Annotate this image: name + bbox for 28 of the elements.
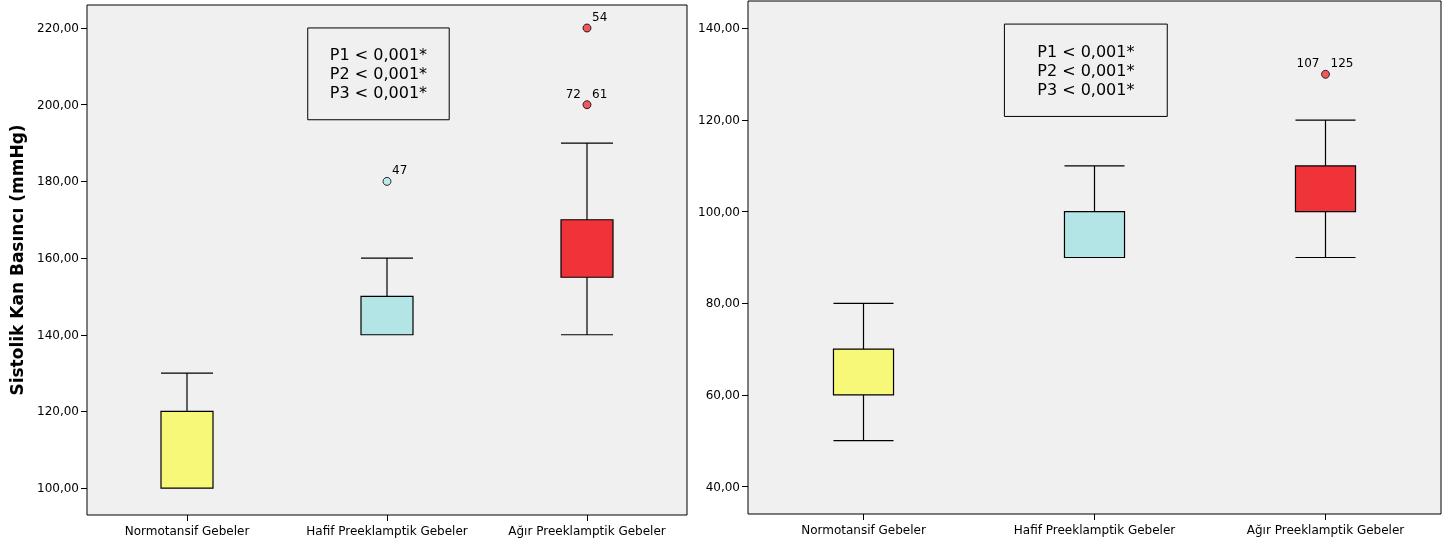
annotation: 125	[1330, 56, 1354, 71]
y-tick-label: 160,00	[37, 251, 79, 266]
y-tick-label: 140,00	[698, 21, 740, 36]
annotation: 54	[592, 10, 608, 25]
y-tick-label: 120,00	[698, 113, 740, 128]
annotation: 61	[592, 86, 608, 101]
annotation: 72	[565, 86, 581, 101]
x-tick-label: Normotansif Gebeler	[124, 524, 250, 538]
x-tick-label: Hafif Preeklamptik Gebeler	[306, 524, 468, 538]
annotation: 107	[1296, 56, 1320, 71]
x-tick-label: Ağır Preeklamptik Gebeler	[508, 524, 666, 538]
y-tick-label: 140,00	[37, 327, 79, 342]
y-tick-label: 200,00	[37, 97, 79, 112]
y-tick-label: 100,00	[37, 481, 79, 496]
y-tick-label: 220,00	[37, 21, 79, 36]
y-axis-title: Sistolik Kan Basıncı (mmHg)	[6, 124, 27, 396]
x-tick-label: Normotansif Gebeler	[801, 523, 926, 537]
y-tick-label: 80,00	[705, 296, 740, 311]
y-tick-label: 100,00	[698, 204, 740, 219]
annotation: 47	[392, 163, 408, 178]
x-tick-label: Ağır Preeklamptik Gebeler	[1246, 523, 1405, 537]
y-tick-label: 60,00	[705, 387, 740, 402]
y-tick-label: 120,00	[37, 404, 79, 419]
y-tick-label: 40,00	[705, 479, 740, 494]
annotation: P1 < 0,001* P2 < 0,001* P3 < 0,001*	[1037, 41, 1135, 99]
x-tick-label: Hafif Preeklamptik Gebeler	[1013, 523, 1176, 537]
annotation: P1 < 0,001* P2 < 0,001* P3 < 0,001*	[329, 45, 428, 103]
y-tick-label: 180,00	[37, 174, 79, 189]
